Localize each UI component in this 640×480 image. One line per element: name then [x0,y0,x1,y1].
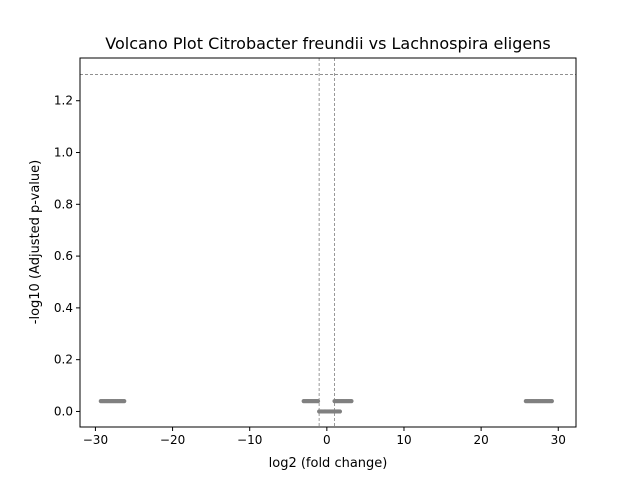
x-tick-label: 10 [396,433,411,447]
plot-area-frame [79,57,577,428]
x-tick-label: 20 [473,433,488,447]
data-point [337,409,343,414]
x-tick-label: −10 [237,433,262,447]
data-points [98,399,554,414]
y-tick-label: 1.2 [54,94,73,108]
data-point [122,399,127,404]
x-tick-label: 30 [551,433,566,447]
y-axis-label: -log10 (Adjusted p-value) [28,160,43,324]
y-tick-label: 0.8 [54,197,73,211]
data-point [549,399,554,404]
x-tick-label: 0 [323,433,331,447]
chart-title: Volcano Plot Citrobacter freundii vs Lac… [105,34,550,53]
y-tick-label: 1.0 [54,146,73,160]
data-point [349,399,354,404]
data-point [315,399,321,404]
y-tick-label: 0.2 [54,353,73,367]
axis-ticks: −30 −20 −10 0 10 20 30 0.0 0.2 0.4 0.6 0.8 1.0 1.2 [54,94,566,447]
threshold-lines [80,58,576,427]
x-tick-label: −30 [83,433,108,447]
y-tick-label: 0.6 [54,249,73,263]
y-tick-label: 0.0 [54,404,73,418]
x-axis-label: log2 (fold change) [269,456,388,471]
y-tick-label: 0.4 [54,301,73,315]
x-tick-label: −20 [160,433,185,447]
